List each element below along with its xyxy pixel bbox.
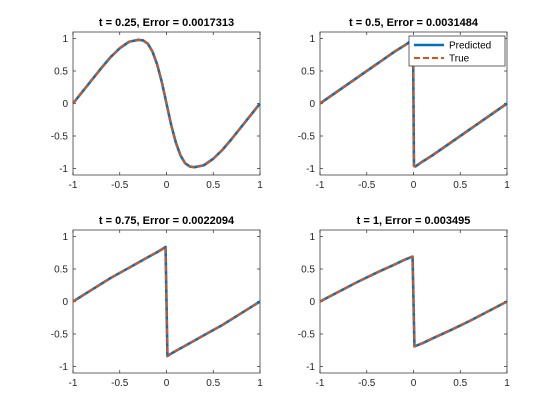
y-tick-label: -1 [59, 164, 68, 175]
series-line-true [319, 39, 508, 168]
x-tick-label: 1 [504, 180, 510, 191]
x-tick-label: 1 [257, 180, 263, 191]
subplot-4: t = 1, Error = 0.003495 -1 -0.5 0 0.5 1 -1 -0.5… [298, 215, 510, 389]
x-tick-label: -0.5 [111, 180, 129, 191]
legend: Predicted True [408, 35, 506, 67]
series-line-true [72, 38, 261, 169]
y-tick-label: 1 [62, 34, 68, 45]
x-tick-label: -0.5 [358, 378, 376, 389]
x-tick-label: 0.5 [453, 180, 467, 191]
subplot-2: t = 0.5, Error = 0.0031484 -1 -0.5 0 0.5 1 -1 -… [298, 17, 510, 191]
y-tick-label: 0 [62, 99, 68, 110]
y-tick-label: 0 [62, 297, 68, 308]
x-tick-label: 0 [164, 180, 170, 191]
x-tick-label: 1 [257, 378, 263, 389]
x-tick-label: 1 [504, 378, 510, 389]
subplot-title: t = 1, Error = 0.003495 [357, 215, 471, 227]
y-tick-label: 1 [309, 232, 315, 243]
y-tick-label: -1 [59, 362, 68, 373]
x-tick-label: 0 [411, 378, 417, 389]
x-tick-label: 0 [411, 180, 417, 191]
x-tick-label: 0.5 [453, 378, 467, 389]
x-tick-label: -0.5 [111, 378, 129, 389]
x-tick-label: -1 [316, 180, 325, 191]
y-tick-label: 0.5 [54, 67, 68, 78]
x-tick-label: 0 [164, 378, 170, 389]
y-tick-label: -0.5 [51, 132, 69, 143]
x-tick-label: -1 [316, 378, 325, 389]
x-tick-label: 0.5 [206, 378, 220, 389]
series-line-true [72, 245, 261, 358]
subplot-title: t = 0.75, Error = 0.0022094 [99, 215, 235, 227]
series-line-true [319, 255, 508, 348]
y-tick-label: 0.5 [54, 265, 68, 276]
subplot-title: t = 0.5, Error = 0.0031484 [349, 17, 479, 29]
y-tick-label: 0.5 [301, 265, 315, 276]
y-tick-label: 1 [62, 232, 68, 243]
legend-label: True [449, 54, 470, 65]
x-tick-label: -0.5 [358, 180, 376, 191]
x-tick-label: -1 [69, 378, 78, 389]
y-tick-label: -0.5 [298, 330, 316, 341]
y-tick-label: 0.5 [301, 67, 315, 78]
x-tick-label: -1 [69, 180, 78, 191]
legend-box [408, 35, 506, 67]
y-tick-label: -1 [306, 164, 315, 175]
subplot-title: t = 0.25, Error = 0.0017313 [99, 17, 234, 29]
y-tick-label: 0 [309, 99, 315, 110]
y-tick-label: -0.5 [51, 330, 69, 341]
y-tick-label: 1 [309, 34, 315, 45]
y-tick-label: -1 [306, 362, 315, 373]
y-tick-label: -0.5 [298, 132, 316, 143]
subplot-1: t = 0.25, Error = 0.0017313 -1 -0.5 0 0.5 1 -1… [51, 17, 263, 191]
y-tick-label: 0 [309, 297, 315, 308]
legend-label: Predicted [449, 41, 491, 52]
subplot-3: t = 0.75, Error = 0.0022094 -1 -0.5 0 0.5 1 -1… [51, 215, 263, 389]
x-tick-label: 0.5 [206, 180, 220, 191]
